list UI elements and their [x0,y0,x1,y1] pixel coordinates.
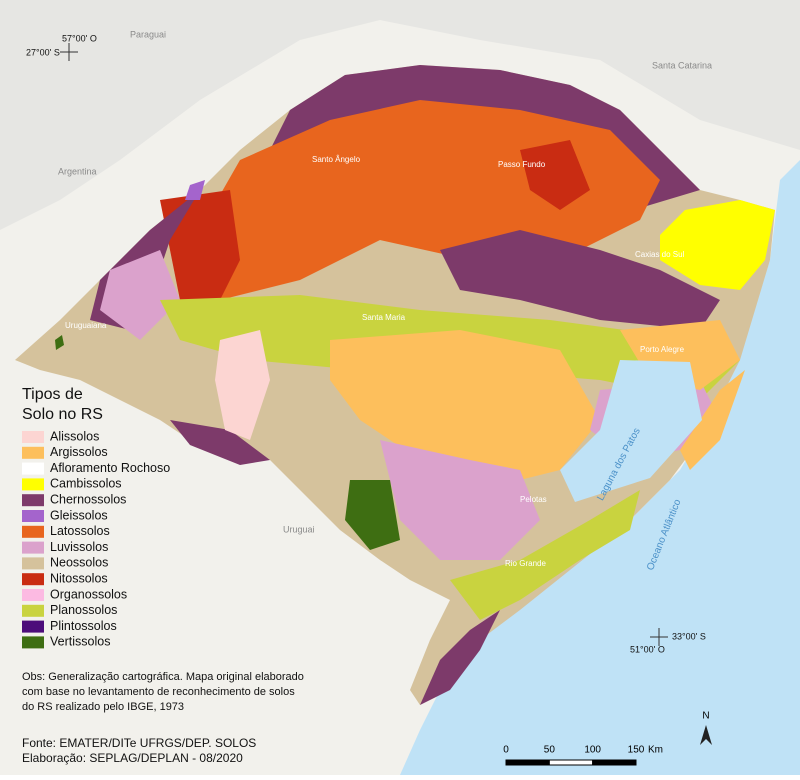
legend-swatch [22,462,44,475]
legend-label: Neossolos [50,556,108,570]
soil-region [440,230,720,330]
ocean [400,160,800,775]
legend-swatch [22,620,44,633]
coord-label: 27°00' S [26,47,60,57]
city-label: Passo Fundo [498,160,546,169]
lagoon [560,360,702,502]
soil-region [100,250,180,340]
country-label: Santa Catarina [652,60,712,70]
soil-region [330,330,600,490]
city-label: Rio Grande [505,559,546,568]
soil-region [420,610,500,705]
country-label: Uruguai [283,524,315,534]
city-label: Santo Ângelo [312,155,361,164]
legend-label: Afloramento Rochoso [50,461,170,475]
obs-note: Obs: Generalização cartográfica. Mapa or… [22,671,304,683]
soil-region [380,440,540,560]
legend-swatch [22,431,44,443]
legend-title: Solo no RS [22,406,103,423]
legend-label: Planossolos [50,603,117,617]
legend-label: Luvissolos [50,540,108,554]
coord-label: 33°00' S [672,631,706,641]
legend-swatch [22,573,44,586]
credit: Elaboração: SEPLAG/DEPLAN - 08/2020 [22,751,243,765]
legend-swatch [22,478,44,491]
legend: Alissolos Argissolos Afloramento Rochoso Ca… [22,429,170,649]
city-labels: Santo Ângelo Passo Fundo Caxias do Sul Urug… [65,155,685,568]
coord-label: 57°00' O [62,33,97,43]
country-label: Paraguai [130,29,166,39]
legend-swatch [22,589,44,601]
legend-label: Latossolos [50,524,110,538]
legend-swatch [22,604,44,617]
scale-segment [592,759,637,766]
legend-label: Plintossolos [50,619,117,633]
north-label: N [702,711,709,722]
legend-swatch [22,494,44,507]
legend-swatch [22,557,44,570]
legend-swatch [22,525,44,538]
city-label: Caxias do Sul [635,250,685,259]
soil-region [185,180,205,200]
credit: Fonte: EMATER/DITe UFRGS/DEP. SOLOS [22,736,256,750]
legend-label: Gleissolos [50,508,108,522]
legend-label: Cambissolos [50,477,122,491]
coord-label: 51°00' O [630,644,665,654]
neighbor-land [0,0,800,230]
soil-region [215,330,270,440]
legend-swatch [22,636,44,649]
legend-title: Tipos de [22,386,83,403]
scale-label: 0 [503,745,509,756]
coord-crosses [60,43,668,646]
legend-label: Chernossolos [50,492,126,506]
legend-label: Nitossolos [50,571,108,585]
soil-region [680,370,745,470]
soil-region [520,140,590,210]
soil-region [170,420,270,465]
scale-segment [548,759,594,766]
legend-swatch [22,541,44,554]
city-label: Pelotas [520,495,547,504]
legend-label: Argissolos [50,445,108,459]
legend-label: Alissolos [50,429,99,443]
legend-label: Organossolos [50,587,127,601]
legend-swatch [22,446,44,459]
city-label: Santa Maria [362,313,406,322]
legend-label: Vertissolos [50,635,110,649]
state [15,65,775,705]
scale-unit: Km [648,745,663,756]
soil-region [450,490,640,620]
north-arrow [700,725,712,745]
scale-label: 50 [544,745,556,756]
city-label: Uruguaiana [65,321,107,330]
soil-region [660,200,775,290]
soil-region [55,335,64,350]
scale-label: 100 [584,745,601,756]
legend-swatch [22,510,44,522]
obs-note: com base no levantamento de reconhecimen… [22,686,295,698]
soil-region [345,480,400,550]
scale-bar: 0 50 100 150 Km [503,745,663,766]
city-label: Porto Alegre [640,345,685,354]
country-label: Argentina [58,166,97,176]
obs-note: do RS realizado pelo IBGE, 1973 [22,701,184,713]
scale-label: 150 [628,745,645,756]
scale-segment [505,759,550,766]
